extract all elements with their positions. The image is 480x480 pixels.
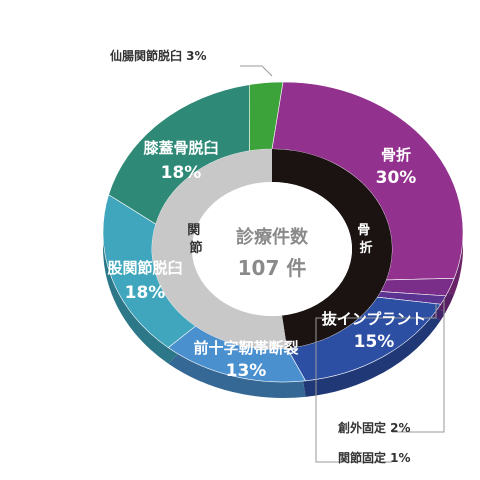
- slice-label-fracture: 骨折: [381, 146, 411, 164]
- inner-label-joint-char-1: 関: [187, 223, 200, 238]
- center-total: 107 件: [238, 256, 307, 280]
- slice-label-patella-dislocation: 膝蓋骨脱臼: [143, 139, 218, 157]
- slice-pct-acl: 13%: [226, 361, 267, 381]
- callout-lines: [240, 65, 445, 463]
- callout-arthrodesis: 関節固定 1%: [338, 450, 411, 465]
- slice-pct-hip-dislocation: 18%: [125, 283, 166, 303]
- inner-label-joint: 関 節: [187, 223, 205, 256]
- center-title: 診療件数: [236, 226, 309, 248]
- callout-line-sacroiliac: [240, 65, 273, 77]
- slice-pct-implant-removal: 15%: [354, 332, 395, 352]
- inner-label-joint-char-2: 節: [189, 240, 202, 256]
- inner-label-fracture-char-2: 折: [359, 240, 372, 256]
- slice-label-acl: 前十字靭帯断裂: [193, 339, 298, 357]
- inner-ring: [151, 149, 392, 350]
- callout-line-arthrodesis: [315, 304, 437, 463]
- callout-sacroiliac: 仙腸関節脱臼 3%: [110, 48, 207, 63]
- slice-pct-patella-dislocation: 18%: [161, 163, 202, 183]
- callout-external-fixation: 創外固定 2%: [337, 420, 411, 435]
- slice-label-hip-dislocation: 股関節脱臼: [107, 259, 182, 277]
- outer-ring: [102, 81, 464, 383]
- callout-line-external-fixation: [392, 298, 445, 433]
- inner-label-fracture-char-1: 骨: [357, 223, 370, 238]
- inner-slice-1: [151, 149, 288, 350]
- center-hole: [192, 182, 352, 316]
- inner-slice-0: [272, 149, 392, 349]
- inner-label-fracture: 骨 折: [357, 223, 375, 256]
- slice-label-implant-removal: 抜インプラント: [322, 310, 427, 328]
- slice-pct-fracture: 30%: [376, 168, 417, 188]
